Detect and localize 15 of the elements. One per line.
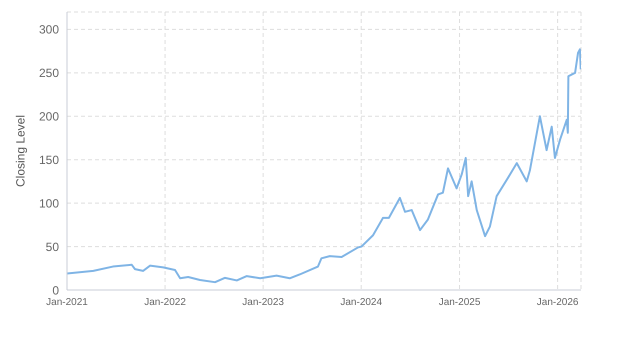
y-tick-label: 100 <box>38 196 60 210</box>
y-axis-title: Closing Level <box>13 114 28 188</box>
x-tick-label: Jan-2026 <box>536 297 579 308</box>
line-series <box>67 48 581 284</box>
x-tick-label: Jan-2021 <box>46 297 88 308</box>
x-tick-label: Jan-2025 <box>438 297 481 308</box>
y-tick-label: 250 <box>38 66 60 80</box>
x-tick-label: Jan-2023 <box>242 297 284 308</box>
y-tick-label: 150 <box>38 152 60 167</box>
y-tick-label: 300 <box>38 22 60 37</box>
y-tick-label: 0 <box>52 283 60 298</box>
x-tick-label: Jan-2024 <box>340 297 382 308</box>
y-tick-label: 200 <box>38 110 60 124</box>
y-tick-label: 50 <box>46 240 60 254</box>
x-tick-label: Jan-2022 <box>144 297 186 308</box>
